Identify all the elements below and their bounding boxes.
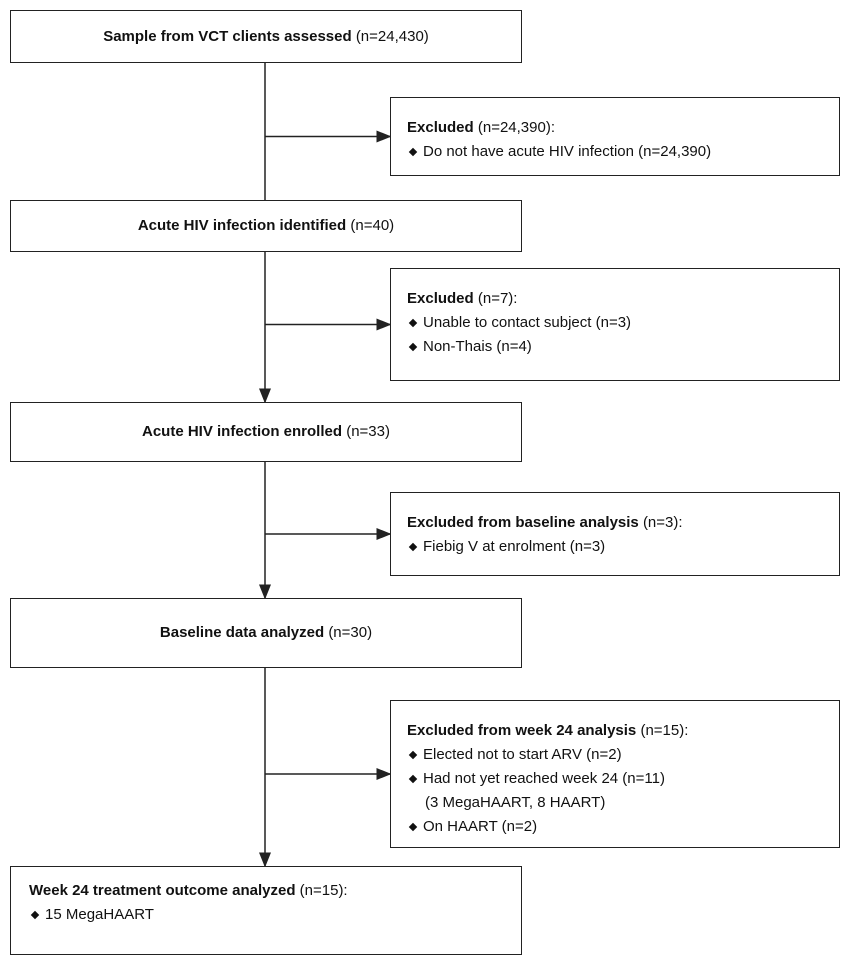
box-title: Acute HIV infection enrolled (142, 423, 343, 440)
box-title: Excluded (407, 119, 474, 136)
box-count: (n=7): (477, 290, 518, 307)
box-title: Excluded from week 24 analysis (407, 722, 637, 739)
box-heading: Acute HIV infection identified (n=40) (138, 214, 394, 238)
bullet-item: Had not yet reached week 24 (n=11) (407, 767, 839, 791)
exclusion-box: Excluded (n=24,390): Do not have acute HI… (390, 97, 840, 176)
box-count: (n=30) (328, 624, 373, 641)
exclusion-box: Excluded from week 24 analysis (n=15): El… (390, 700, 840, 848)
box-heading: Excluded (n=24,390): (407, 116, 839, 140)
box-heading: Sample from VCT clients assessed (n=24,4… (103, 25, 429, 49)
main-box: Baseline data analyzed (n=30) (10, 598, 522, 668)
bullet-item: Non-Thais (n=4) (407, 335, 839, 359)
bullet-item: Unable to contact subject (n=3) (407, 311, 839, 335)
box-count: (n=3): (642, 514, 683, 531)
bullet-item: Elected not to start ARV (n=2) (407, 743, 839, 767)
exclusion-box: Excluded from baseline analysis (n=3): Fi… (390, 492, 840, 576)
main-box: Acute HIV infection identified (n=40) (10, 200, 522, 252)
box-heading: Excluded (n=7): (407, 287, 839, 311)
main-box: Sample from VCT clients assessed (n=24,4… (10, 10, 522, 63)
box-title: Week 24 treatment outcome analyzed (29, 882, 296, 899)
box-count: (n=15): (640, 722, 689, 739)
box-title: Excluded from baseline analysis (407, 514, 639, 531)
box-count: (n=24,430) (355, 27, 429, 45)
box-heading: Excluded from baseline analysis (n=3): (407, 511, 839, 535)
box-heading: Acute HIV infection enrolled (n=33) (142, 420, 390, 444)
bullet-item: 15 MegaHAART (29, 903, 521, 927)
main-box: Acute HIV infection enrolled (n=33) (10, 402, 522, 462)
box-title: Baseline data analyzed (159, 624, 325, 641)
box-count: (n=33) (346, 423, 390, 440)
box-count: (n=40) (350, 217, 395, 234)
exclusion-box: Excluded (n=7): Unable to contact subject… (390, 268, 840, 381)
box-heading: Week 24 treatment outcome analyzed (n=15… (29, 879, 521, 903)
bullet-item: Do not have acute HIV infection (n=24,39… (407, 140, 839, 164)
box-count: (n=24,390): (477, 119, 555, 136)
box-title: Sample from VCT clients assessed (103, 27, 352, 45)
box-count: (n=15): (299, 882, 348, 899)
box-heading: Baseline data analyzed (n=30) (160, 621, 372, 645)
main-box: Week 24 treatment outcome analyzed (n=15… (10, 866, 522, 955)
bullet-continuation: (3 MegaHAART, 8 HAART) (425, 794, 606, 811)
box-heading: Excluded from week 24 analysis (n=15): (407, 719, 839, 743)
bullet-item: On HAART (n=2) (407, 815, 839, 839)
box-title: Excluded (407, 290, 474, 307)
bullet-item: Fiebig V at enrolment (n=3) (407, 535, 839, 559)
box-title: Acute HIV infection identified (137, 217, 347, 234)
